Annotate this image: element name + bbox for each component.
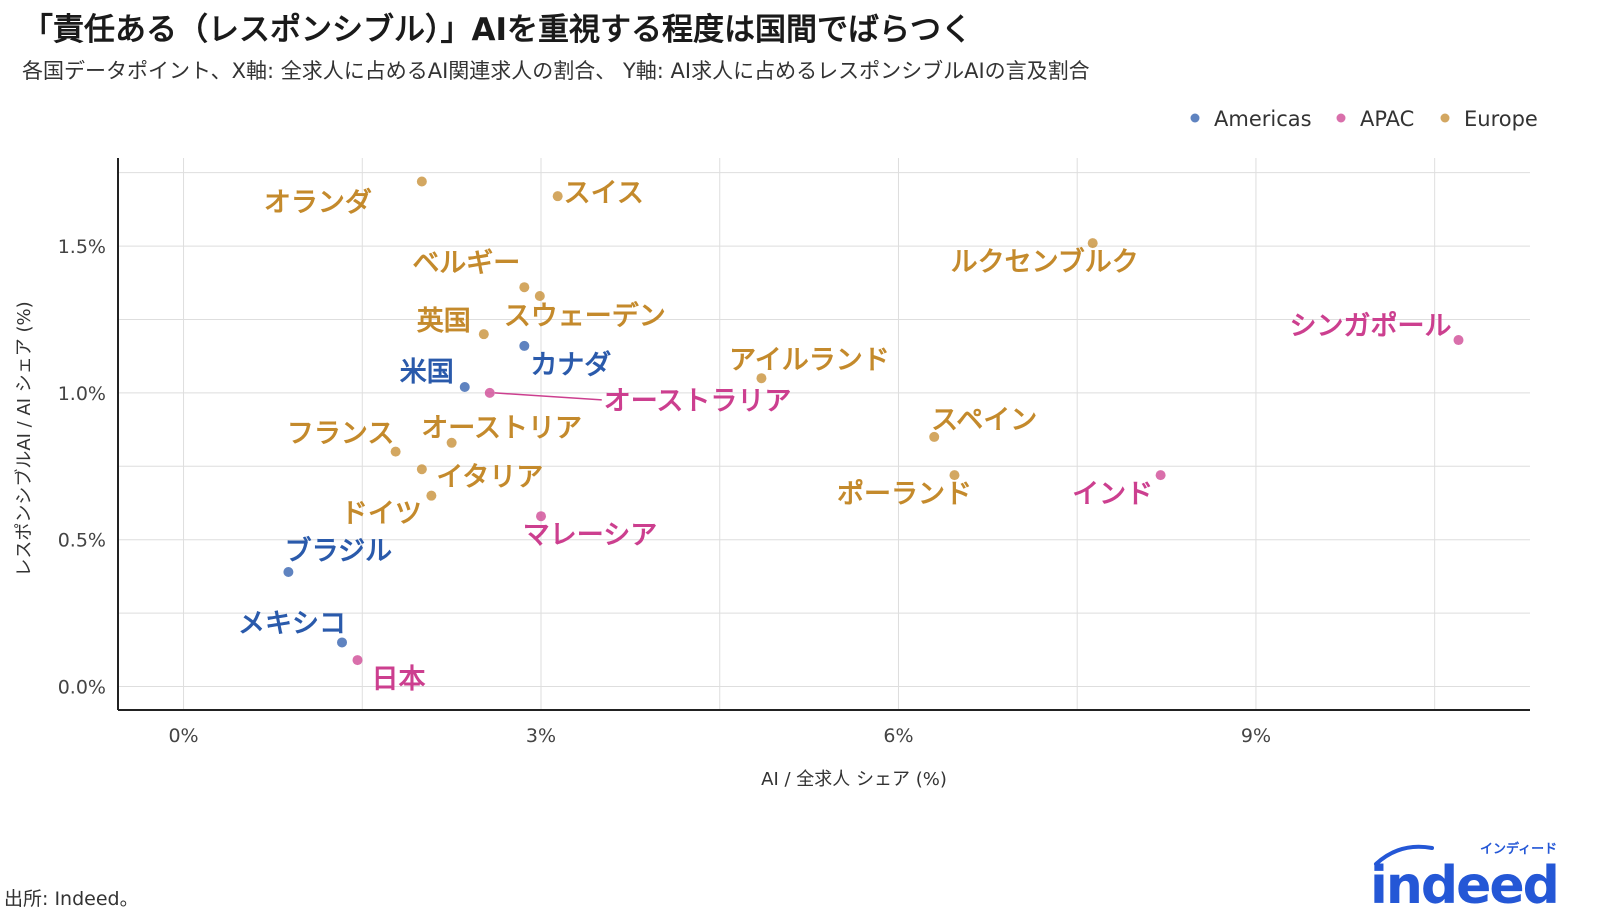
data-point — [459, 382, 470, 393]
point-label: ベルギー — [412, 248, 520, 279]
data-point — [283, 567, 294, 577]
point-label: ドイツ — [341, 499, 422, 530]
legend-label: Americas — [1214, 107, 1312, 131]
y-tick-label: 0.0% — [58, 677, 106, 699]
point-label: ポーランド — [837, 479, 972, 510]
point-label: スイス — [564, 178, 644, 209]
source-note: 出所: Indeed。 — [4, 888, 139, 910]
y-tick-label: 0.5% — [58, 530, 106, 552]
data-point — [337, 637, 348, 648]
logo-wordmark: indeed — [1370, 856, 1560, 916]
x-tick-label: 0% — [168, 725, 198, 747]
indeed-logo: インディード indeed — [1370, 838, 1582, 914]
grid-lines — [118, 158, 1530, 710]
data-point — [534, 291, 545, 301]
point-label: インド — [1072, 479, 1153, 510]
point-label: フランス — [287, 419, 394, 450]
chart-subtitle: 各国データポイント、X軸: 全求人に占めるAI関連求人の割合、 Y軸: AI求人… — [22, 59, 1090, 83]
point-label: マレーシア — [523, 520, 657, 551]
y-tick-label: 1.0% — [58, 383, 106, 405]
point-label: イタリア — [436, 462, 543, 493]
data-point — [949, 470, 960, 481]
point-label: アイルランド — [729, 345, 890, 376]
legend: Europe APAC Americas — [1190, 107, 1538, 131]
legend-label: Europe — [1464, 107, 1538, 131]
data-point — [756, 373, 767, 384]
data-point — [1155, 470, 1166, 481]
point-label: ルクセンブルク — [951, 246, 1139, 278]
data-point — [484, 387, 495, 398]
point-label: ブラジル — [285, 535, 392, 567]
x-tick-label: 3% — [526, 725, 556, 747]
data-point — [519, 340, 530, 351]
data-point — [390, 446, 401, 457]
data-point — [352, 655, 363, 666]
legend-marker — [1440, 113, 1450, 123]
axes — [117, 158, 1530, 711]
x-tick-label: 6% — [883, 725, 913, 747]
data-point — [478, 329, 489, 340]
point-label: メキシコ — [238, 608, 346, 639]
x-tick-label: 9% — [1241, 725, 1271, 747]
logo-subtext: インディード — [1480, 842, 1558, 857]
data-point — [426, 490, 437, 501]
data-point — [929, 431, 940, 442]
point-label: オーストリア — [421, 413, 582, 444]
data-point — [519, 282, 530, 293]
legend-marker — [1190, 113, 1200, 123]
legend-marker — [1336, 113, 1346, 123]
data-point — [552, 191, 563, 202]
point-label: オーストラリア — [604, 386, 792, 417]
point-label: スウェーデン — [504, 300, 666, 332]
point-label: 米国 — [400, 357, 454, 388]
logo-arc-icon — [1374, 844, 1434, 866]
point-label: オランダ — [264, 186, 372, 218]
y-tick-label: 1.5% — [58, 236, 106, 258]
chart-title: 「責任ある（レスポンシブル）」AIを重視する程度は国間でばらつく — [22, 12, 973, 48]
point-label: 日本 — [372, 664, 426, 695]
point-label: スペイン — [931, 405, 1037, 436]
data-point — [536, 511, 547, 522]
data-point — [416, 176, 427, 187]
tick-labels: 0% 3% 6% 9% 0.0% 0.5% 1.0% 1.5% — [58, 236, 1271, 747]
data-points — [283, 176, 1464, 666]
legend-label: APAC — [1360, 107, 1414, 131]
point-label: 英国 — [417, 306, 471, 337]
y-axis-title: レスポンシブルAI / AI シェア (%) — [13, 301, 35, 576]
x-axis-title: AI / 全求人 シェア (%) — [761, 769, 947, 790]
data-point — [446, 437, 457, 448]
data-point — [1087, 238, 1098, 249]
leader-line — [494, 392, 602, 401]
point-label: シンガポール — [1290, 311, 1452, 342]
point-label: カナダ — [530, 349, 611, 381]
leader-lines — [494, 392, 602, 401]
data-point — [1453, 335, 1464, 346]
data-point — [416, 464, 427, 475]
